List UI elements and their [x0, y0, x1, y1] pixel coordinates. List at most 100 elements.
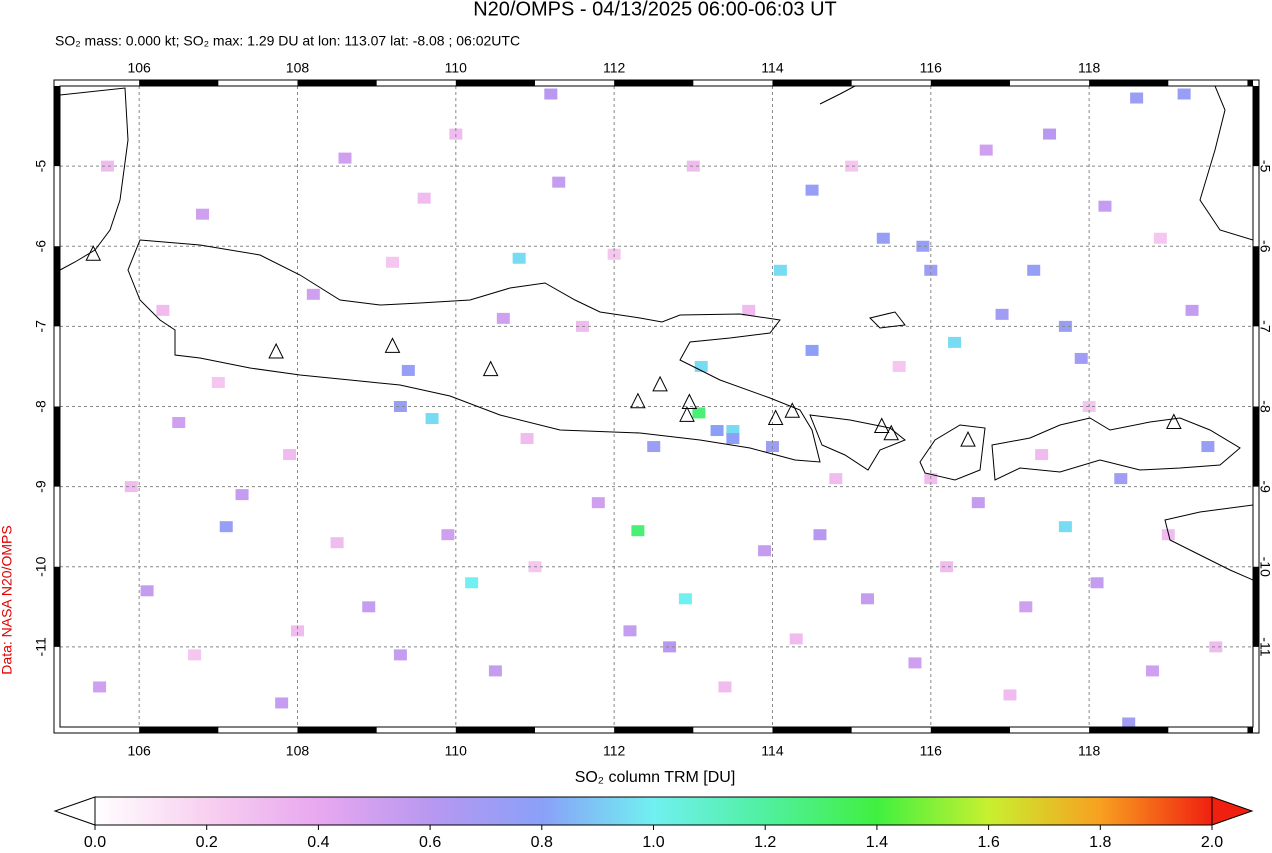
volcanoes: [85, 245, 1182, 447]
colorbar-tick-label: 1.8: [1089, 834, 1111, 851]
x-tick-label-top: 118: [1078, 60, 1101, 76]
y-tick-label-left: -8: [33, 400, 49, 413]
so2-pixel: [330, 537, 344, 549]
colorbar-tick-label: 0.4: [307, 834, 329, 851]
so2-pixel: [789, 633, 803, 645]
so2-pixel: [710, 425, 724, 437]
so2-pixel: [678, 593, 692, 605]
volcano: [784, 402, 801, 418]
frame-band: [772, 727, 852, 733]
title: N20/OMPS - 04/13/2025 06:00-06:03 UT: [473, 0, 837, 20]
so2-pixel: [758, 545, 772, 557]
so2-pixel: [829, 473, 843, 485]
so2-pixel: [1058, 320, 1072, 332]
so2-pixel: [813, 529, 827, 541]
x-tick-label-bottom: 118: [1078, 743, 1101, 759]
coast-bali: [809, 414, 906, 471]
so2-pixel: [552, 176, 566, 188]
so2-pixel: [948, 336, 962, 348]
so2-pixel: [544, 88, 558, 100]
so2-pixel: [156, 304, 170, 316]
so2-pixel: [742, 304, 756, 316]
volcano: [482, 360, 499, 377]
so2-pixel: [393, 649, 407, 661]
frame-band: [54, 406, 60, 487]
colorbar-tick-label: 0.2: [196, 834, 218, 851]
frame-band: [614, 727, 694, 733]
y-tick-label-left: -6: [33, 240, 49, 253]
so2-pixel: [845, 160, 859, 172]
volcano: [679, 406, 695, 422]
coast-java: [127, 239, 821, 463]
map-frame: [53, 79, 1260, 734]
so2-pixel: [860, 593, 874, 605]
coast-kangean: [869, 311, 906, 329]
so2-pixel: [417, 192, 431, 204]
so2-pixel: [876, 232, 890, 244]
colorbar-under: [53, 796, 96, 826]
frame-band: [54, 566, 60, 647]
frame-band: [1253, 566, 1259, 647]
so2-pixel: [995, 308, 1009, 320]
so2-pixel: [924, 264, 938, 276]
so2-pixel: [1035, 449, 1049, 461]
volcano: [873, 417, 890, 434]
x-tick-label-top: 112: [603, 60, 626, 76]
so2-pixel: [290, 625, 304, 637]
so2-pixel: [1043, 128, 1057, 140]
coastlines: [60, 86, 1253, 581]
so2-pixel: [805, 344, 819, 356]
y-tick-label-right: -7: [1257, 320, 1272, 333]
y-tick-label-right: -11: [1257, 637, 1272, 656]
so2-pixel: [692, 407, 706, 419]
frame-band: [930, 80, 1010, 86]
y-tick-label-left: -9: [33, 480, 49, 493]
coast-sumbawa: [991, 417, 1241, 481]
colorbar-tick-label: 1.6: [977, 834, 999, 851]
frame-band: [455, 80, 535, 86]
so2-pixel: [195, 208, 209, 220]
coast-sumba: [1164, 504, 1253, 581]
so2-pixel: [694, 360, 708, 372]
volcano: [630, 392, 646, 409]
colorbar-tick-label: 0.8: [531, 834, 553, 851]
colorbar-ramp: [94, 796, 1213, 826]
so2-pixel: [623, 625, 637, 637]
frame-band: [1253, 246, 1259, 327]
grid: 106 106 108 108 110 110 112 112 114 114 116 116 118 1…: [33, 60, 1272, 759]
volcano: [883, 424, 900, 441]
frame-band: [772, 80, 852, 86]
so2-pixel: [773, 264, 787, 276]
so2-pixel: [385, 256, 399, 268]
so2-pixel: [100, 160, 114, 172]
so2-pixel: [283, 449, 297, 461]
x-tick-label-top: 114: [761, 60, 784, 76]
so2-pixel: [940, 561, 954, 573]
colorbar-tick-label: 0.6: [419, 834, 441, 851]
so2-pixel: [1177, 88, 1191, 100]
y-tick-label-right: -10: [1257, 557, 1272, 577]
so2-pixel: [1114, 473, 1128, 485]
so2-pixel: [892, 360, 906, 372]
so2-pixel: [647, 441, 661, 453]
x-tick-label-bottom: 108: [286, 743, 310, 759]
coast-sumatra: [60, 87, 129, 271]
frame-band: [614, 80, 694, 86]
so2-pixel: [1090, 577, 1104, 589]
frame-band: [297, 727, 377, 733]
so2-pixel: [686, 160, 700, 172]
so2-pixel: [93, 681, 107, 693]
coast-sulawesi: [1199, 86, 1253, 241]
frame-band: [1247, 727, 1253, 733]
so2-pixel: [275, 697, 289, 709]
so2-pixel: [1122, 717, 1136, 727]
x-tick-label-top: 110: [445, 60, 468, 76]
volcano: [85, 245, 102, 261]
colorbar-tick-label: 1.0: [642, 834, 664, 851]
so2-pixel: [441, 529, 455, 541]
y-tick-label-right: -9: [1257, 480, 1272, 493]
frame-band: [1089, 80, 1169, 86]
frame-band: [139, 727, 219, 733]
frame-band: [930, 727, 1010, 733]
so2-pixel: [1027, 264, 1041, 276]
